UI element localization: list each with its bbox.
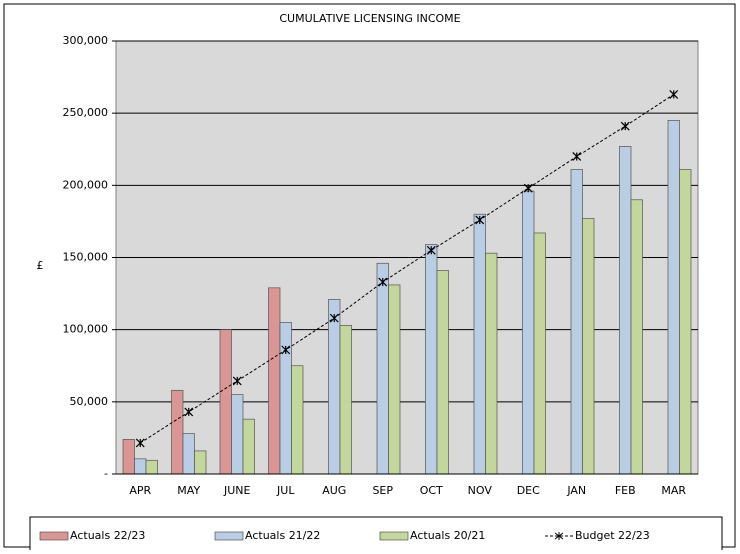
- budget-marker: [426, 245, 436, 255]
- y-tick-label: -: [104, 467, 108, 480]
- bar: [279, 322, 292, 475]
- bar: [328, 299, 341, 475]
- legend-label: Actuals 21/22: [245, 529, 320, 542]
- bar: [231, 394, 244, 475]
- budget-marker: [572, 152, 582, 161]
- bar: [630, 199, 643, 475]
- budget-line: [139, 93, 675, 444]
- x-tick-label: DEC: [517, 484, 540, 497]
- budget-marker: [184, 407, 194, 417]
- y-tick-label: 200,000: [63, 178, 109, 191]
- x-tick-label: OCT: [420, 484, 443, 497]
- bar: [473, 213, 486, 475]
- bar: [533, 232, 546, 475]
- bar: [171, 389, 184, 475]
- x-tick-label: JUL: [276, 484, 295, 497]
- legend-swatch: [379, 531, 409, 541]
- budget-marker: [281, 345, 291, 355]
- bar: [339, 324, 352, 475]
- x-tick-label: AUG: [322, 484, 346, 497]
- legend-swatch: [214, 531, 244, 541]
- y-tick-label: 300,000: [63, 34, 109, 47]
- bar: [582, 218, 595, 475]
- x-tick-label: APR: [129, 484, 151, 497]
- budget-marker: [329, 313, 339, 323]
- bar: [667, 120, 680, 475]
- bar: [425, 244, 438, 475]
- budget-marker: [475, 215, 485, 225]
- y-axis-label: £: [37, 259, 44, 272]
- bar: [388, 284, 401, 475]
- chart-title: CUMULATIVE LICENSING INCOME: [279, 12, 460, 25]
- bar: [436, 270, 449, 475]
- budget-marker: [669, 89, 679, 99]
- x-tick-label: NOV: [468, 484, 493, 497]
- bar: [522, 190, 535, 475]
- bar: [219, 329, 232, 475]
- budget-marker: [523, 183, 533, 193]
- y-tick-label: 150,000: [63, 251, 109, 264]
- legend-swatch: [39, 531, 69, 541]
- budget-marker: [135, 438, 145, 448]
- bar: [376, 262, 389, 475]
- budget-marker: [378, 277, 388, 287]
- x-tick-label: SEP: [372, 484, 393, 497]
- bar: [619, 146, 632, 475]
- y-tick-label: 250,000: [63, 106, 109, 119]
- legend-label: Actuals 20/21: [410, 529, 485, 542]
- bar: [145, 459, 158, 475]
- bar: [679, 169, 692, 475]
- bar: [134, 458, 147, 475]
- legend-box: [29, 516, 723, 554]
- bar: [122, 439, 135, 475]
- bar: [194, 450, 207, 475]
- bar: [485, 252, 498, 475]
- legend-label: Actuals 22/23: [70, 529, 145, 542]
- budget-marker: [620, 121, 630, 131]
- x-tick-label: MAR: [661, 484, 686, 497]
- budget-marker: [232, 376, 242, 386]
- bar: [242, 418, 255, 475]
- x-tick-label: MAY: [177, 484, 200, 497]
- x-tick-label: JUNE: [223, 484, 251, 497]
- legend-label: Budget 22/23: [575, 529, 650, 542]
- bar: [268, 287, 281, 475]
- x-tick-label: JAN: [566, 484, 586, 497]
- legend-marker: [554, 532, 564, 540]
- bar: [570, 169, 583, 475]
- y-tick-label: 100,000: [63, 323, 109, 336]
- y-tick-label: 50,000: [70, 395, 109, 408]
- bar: [291, 365, 304, 475]
- bar: [182, 433, 195, 475]
- x-tick-label: FEB: [615, 484, 636, 497]
